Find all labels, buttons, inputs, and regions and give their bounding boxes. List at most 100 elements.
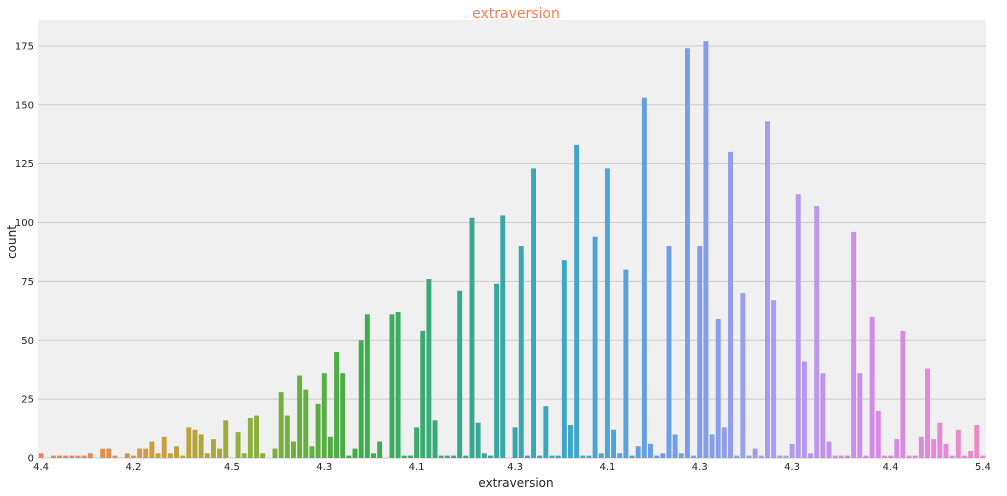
bar [974, 425, 980, 458]
bar [186, 427, 192, 458]
bar [931, 439, 937, 458]
bar [881, 455, 887, 458]
x-tick-label: 4.3 [784, 462, 800, 473]
bar [420, 330, 426, 458]
bar [451, 455, 456, 458]
bar [377, 441, 383, 458]
bar [327, 436, 333, 458]
bar [746, 455, 752, 458]
bar [586, 455, 592, 458]
bar [654, 455, 660, 458]
chart-title: extraversion [472, 6, 560, 22]
bar [112, 455, 118, 458]
y-tick-label: 100 [15, 218, 34, 229]
bar [475, 422, 481, 458]
bar [672, 434, 678, 458]
bar [155, 453, 161, 458]
bar [660, 453, 666, 458]
y-axis-label: count [5, 225, 19, 259]
bar [364, 314, 370, 458]
x-tick-label: 4.3 [692, 462, 708, 473]
bar [371, 453, 376, 458]
bar [925, 368, 930, 458]
bar [247, 417, 253, 458]
bar [838, 455, 844, 458]
bar [875, 410, 881, 458]
bar [254, 415, 259, 458]
bar [684, 48, 690, 458]
bar [574, 144, 580, 458]
bar [143, 448, 149, 458]
bar [309, 446, 315, 458]
x-tick-label: 4.1 [409, 462, 425, 473]
bar [457, 290, 463, 458]
bar [291, 441, 296, 458]
bar [149, 441, 155, 458]
y-tick-label: 25 [21, 395, 34, 406]
bar [568, 425, 573, 458]
bar [721, 427, 727, 458]
bar [777, 455, 783, 458]
bar [180, 455, 186, 458]
bar [949, 455, 955, 458]
bar [469, 217, 475, 458]
y-tick-labels: 0 25 50 75 100 125 150 175 [15, 41, 34, 464]
bar [598, 453, 604, 458]
bar [912, 455, 918, 458]
bar [783, 455, 789, 458]
bar [795, 194, 801, 458]
bar [500, 215, 506, 458]
y-tick-label: 125 [15, 159, 34, 170]
bar [217, 448, 223, 458]
y-tick-label: 0 [28, 454, 34, 465]
bar [426, 279, 432, 458]
bar [161, 436, 167, 458]
bar [691, 455, 697, 458]
y-tick-label: 50 [21, 336, 34, 347]
bar [561, 260, 567, 458]
y-tick-label: 175 [15, 41, 34, 52]
bar [438, 455, 444, 458]
bar [826, 441, 832, 458]
x-tick-label: 4.5 [224, 462, 240, 473]
x-axis-label: extraversion [478, 476, 553, 490]
bar [57, 455, 62, 458]
bar [432, 420, 438, 458]
bar [100, 448, 106, 458]
bar [900, 330, 906, 458]
bar [623, 269, 629, 458]
bar [641, 97, 647, 459]
bar [678, 453, 684, 458]
bar [278, 392, 284, 458]
bar [814, 206, 820, 458]
bar [518, 246, 524, 458]
bar [444, 455, 450, 458]
bar [487, 455, 493, 458]
bar [340, 373, 346, 458]
bar [395, 312, 401, 458]
bar [937, 422, 943, 458]
bar [174, 446, 179, 458]
y-tick-label: 150 [15, 100, 34, 111]
bar [346, 455, 352, 458]
bar [697, 246, 703, 458]
bar [635, 446, 641, 458]
bar [531, 168, 536, 458]
bar [894, 439, 900, 458]
bar [980, 455, 986, 458]
bar [789, 443, 795, 458]
plot-background [38, 20, 986, 458]
bar [857, 373, 863, 458]
bar [272, 448, 278, 458]
bar [918, 436, 924, 458]
bar [740, 293, 746, 458]
bar [943, 443, 949, 458]
x-tick-label: 5.4 [975, 462, 991, 473]
bar [832, 455, 838, 458]
bar [87, 453, 93, 458]
x-tick-label: 4.2 [125, 462, 141, 473]
bar [463, 455, 469, 458]
bar [137, 448, 143, 458]
bar [666, 246, 672, 458]
bar [63, 455, 69, 458]
